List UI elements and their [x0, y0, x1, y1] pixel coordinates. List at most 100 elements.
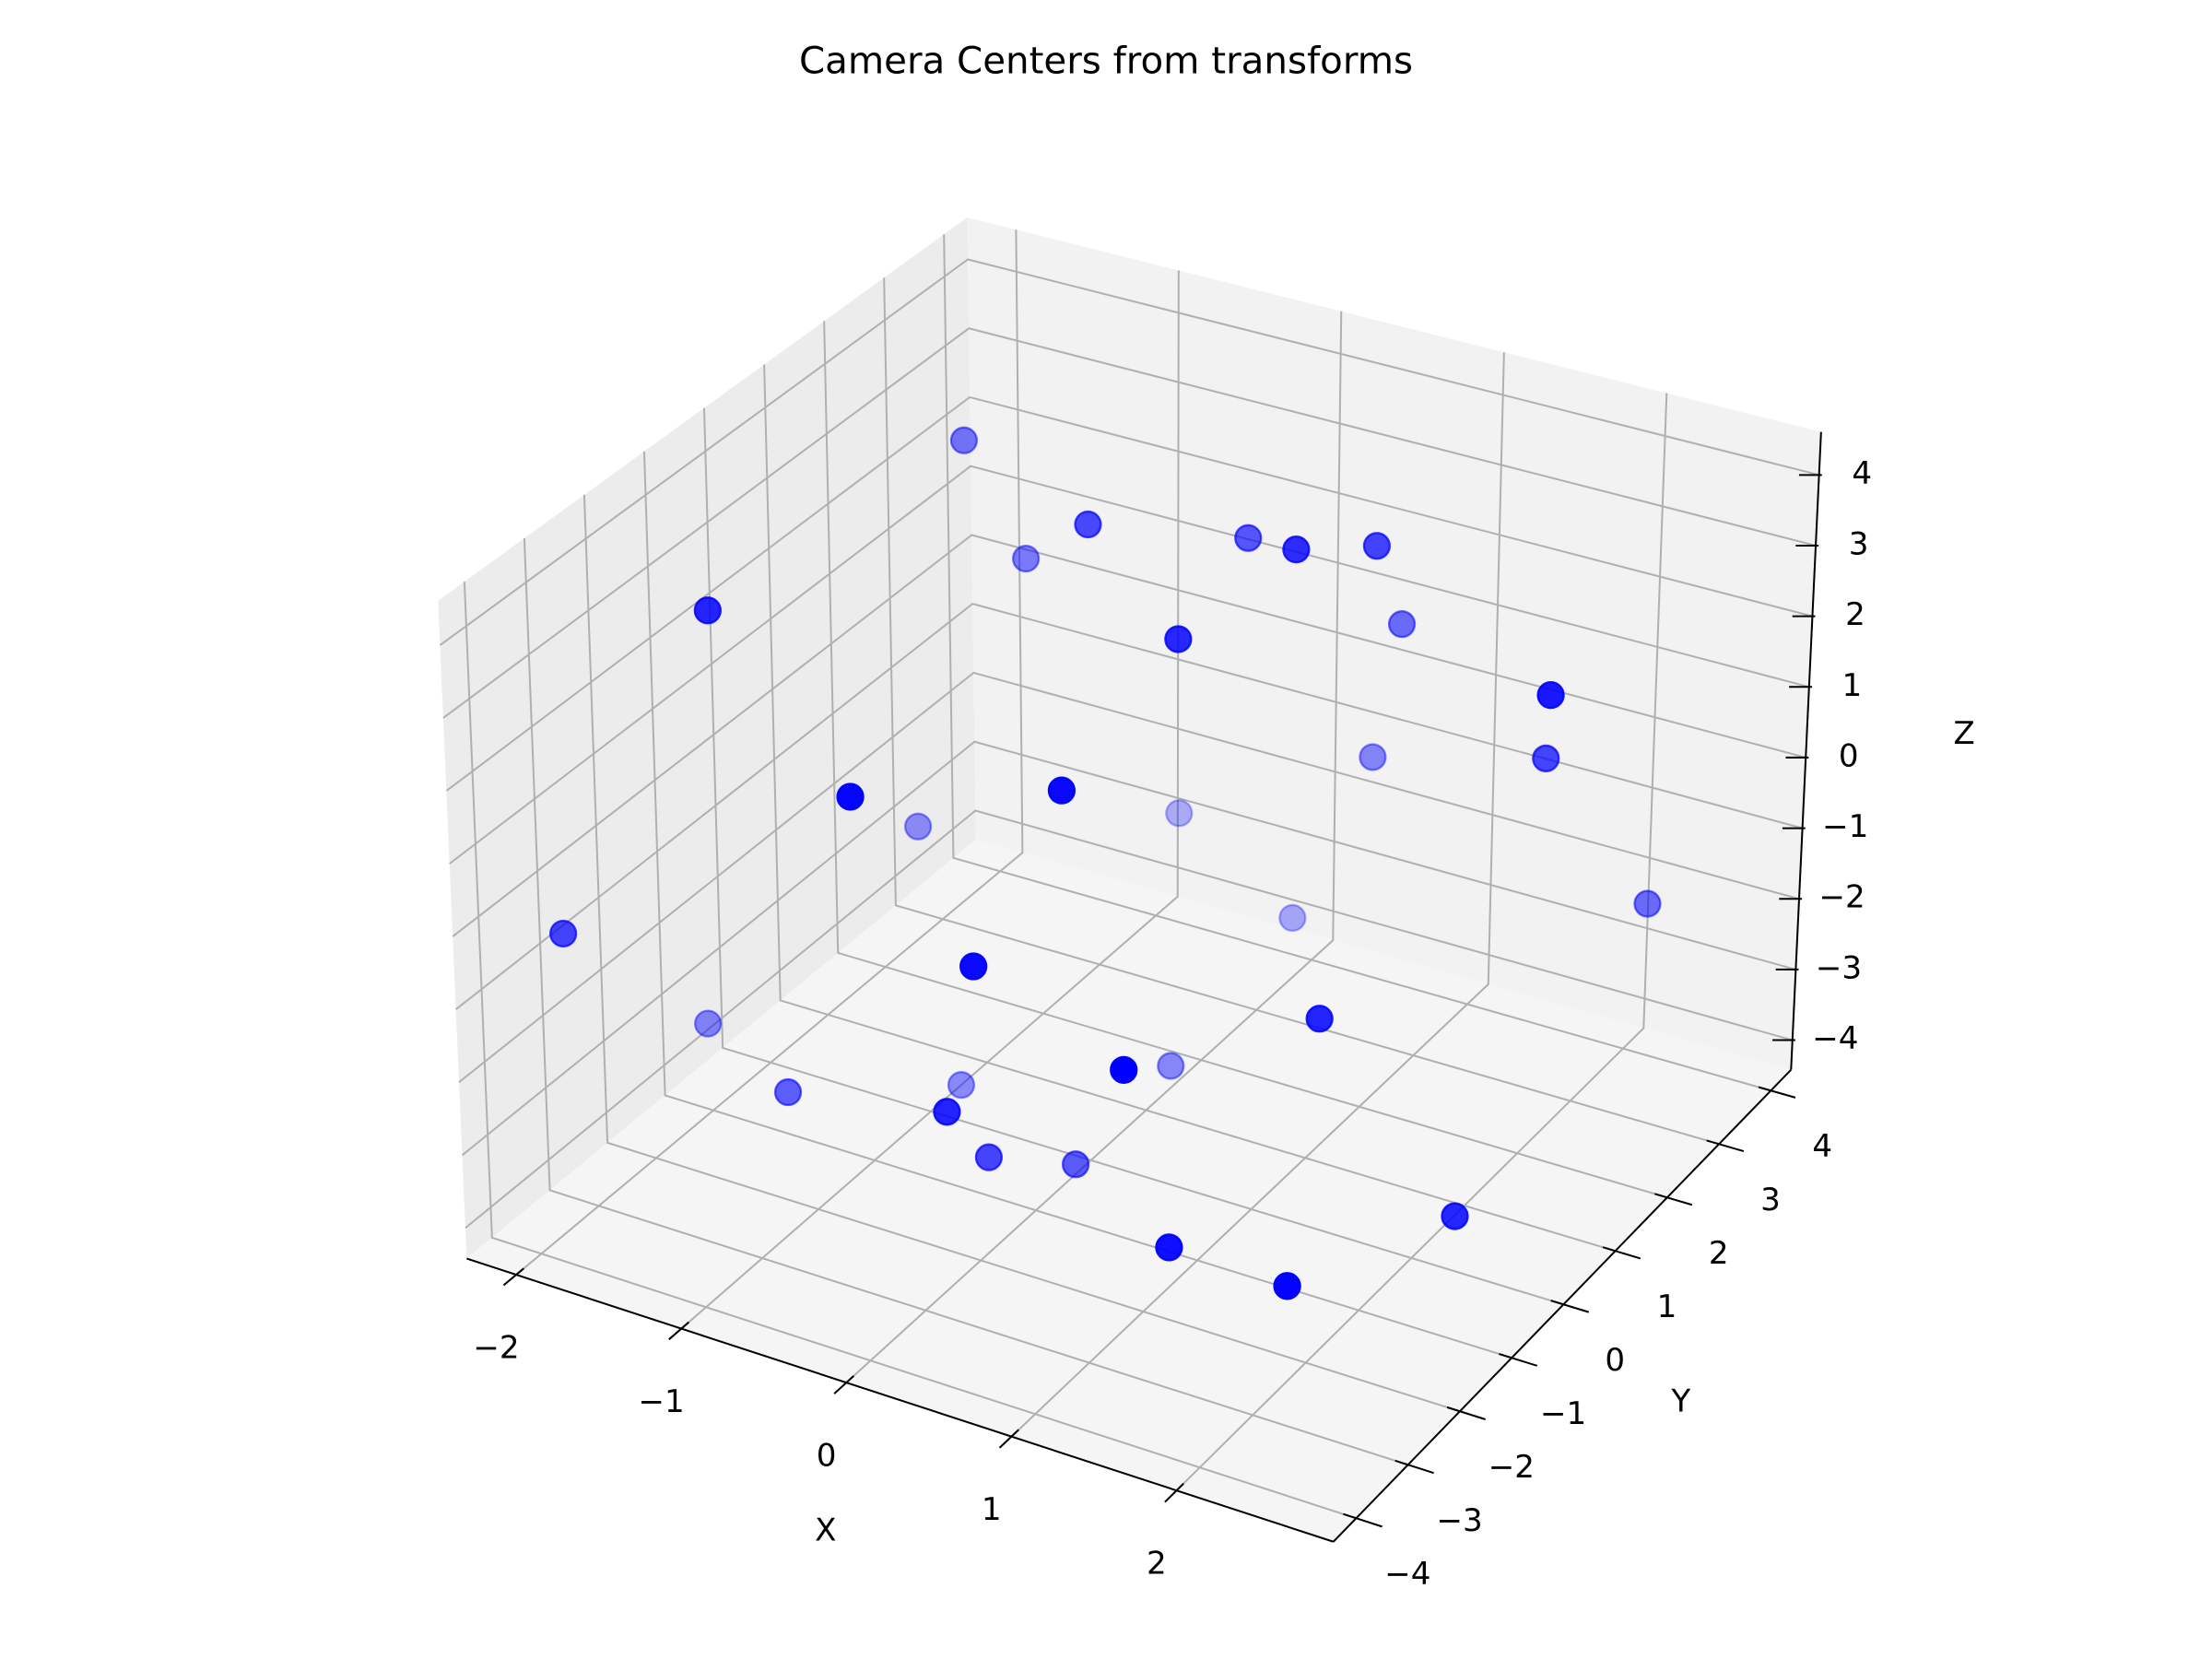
- grid-line: [445, 395, 1813, 792]
- point: [959, 952, 988, 981]
- z-tick-label: −3: [1816, 949, 1862, 986]
- y-axis: [1333, 1068, 1792, 1543]
- x-tick: [833, 1375, 854, 1394]
- point: [949, 426, 979, 454]
- point: [1155, 1233, 1183, 1262]
- x-tick-label: 2: [1147, 1545, 1167, 1582]
- grid-line: [452, 534, 1806, 937]
- point: [1362, 532, 1392, 560]
- point: [1047, 776, 1077, 805]
- y-tick-label: −4: [1384, 1556, 1430, 1593]
- point: [1305, 1005, 1334, 1033]
- y-axis-label: Y: [1670, 1383, 1690, 1420]
- grid-line: [1010, 352, 1505, 1438]
- y-tick-label: −2: [1488, 1449, 1535, 1486]
- grid-line: [1175, 393, 1668, 1491]
- point: [1157, 1052, 1185, 1080]
- grid-line: [943, 234, 1771, 1092]
- point: [1273, 1272, 1301, 1300]
- point: [1536, 681, 1565, 710]
- y-tick-label: 2: [1709, 1235, 1729, 1272]
- point: [1074, 510, 1102, 539]
- y-tick-label: 0: [1605, 1342, 1625, 1379]
- z-tick-label: 2: [1845, 596, 1865, 633]
- point: [693, 596, 722, 625]
- point: [1441, 1202, 1469, 1230]
- z-tick-label: −1: [1822, 808, 1868, 845]
- grid-line: [439, 258, 1819, 646]
- grid-line: [454, 603, 1803, 1011]
- point: [773, 1077, 803, 1107]
- point: [933, 1098, 961, 1126]
- z-tick-label: −2: [1818, 879, 1865, 916]
- point: [947, 1071, 976, 1100]
- point: [1282, 535, 1311, 564]
- y-tick-label: 1: [1657, 1288, 1677, 1325]
- y-tick: [1394, 1459, 1434, 1475]
- x-axis-label: X: [815, 1512, 836, 1548]
- y-tick: [1446, 1406, 1486, 1420]
- x-tick: [1164, 1482, 1184, 1503]
- point: [836, 782, 865, 811]
- z-tick-label: 1: [1842, 667, 1863, 704]
- x-tick-label: −2: [473, 1329, 519, 1366]
- y-tick: [1550, 1300, 1590, 1313]
- point: [1234, 524, 1263, 552]
- point: [1387, 610, 1417, 639]
- point: [1061, 1150, 1090, 1179]
- grid-line: [845, 311, 1343, 1383]
- y-tick-label: 3: [1760, 1182, 1781, 1218]
- z-tick-label: 3: [1849, 526, 1869, 563]
- x-tick-label: 0: [817, 1437, 837, 1474]
- point: [1359, 743, 1387, 771]
- y-tick: [1602, 1246, 1641, 1260]
- grid-line: [442, 327, 1817, 719]
- x-tick: [502, 1267, 524, 1287]
- point: [903, 812, 933, 841]
- z-tick-label: 4: [1852, 455, 1872, 492]
- grid-line: [461, 740, 1796, 1157]
- chart-title: Camera Centers from transforms: [799, 39, 1413, 82]
- z-tick-label: −4: [1812, 1020, 1858, 1057]
- point: [694, 1009, 723, 1038]
- y-tick: [1343, 1512, 1382, 1528]
- point: [974, 1143, 1004, 1171]
- point: [548, 919, 578, 948]
- grid-line: [465, 809, 1794, 1230]
- pane-back: [967, 217, 1821, 1070]
- point: [1278, 903, 1307, 933]
- point: [1011, 544, 1041, 573]
- y-tick: [1654, 1193, 1693, 1206]
- grid-line: [515, 229, 1024, 1276]
- y-tick: [1758, 1086, 1796, 1099]
- point: [1532, 744, 1560, 773]
- pane-left: [438, 217, 976, 1259]
- y-tick-label: 4: [1812, 1128, 1832, 1165]
- x-axis: [466, 1257, 1335, 1543]
- y-tick-label: −1: [1540, 1395, 1586, 1432]
- grid-line: [449, 465, 1810, 865]
- grid-line: [523, 537, 1409, 1466]
- x-tick: [668, 1321, 689, 1341]
- point: [1633, 889, 1662, 918]
- point: [1165, 799, 1194, 828]
- grid-line: [823, 321, 1668, 1199]
- grid-line: [458, 671, 1800, 1083]
- point: [1110, 1055, 1138, 1084]
- x-tick-label: 1: [982, 1491, 1002, 1528]
- z-axis-label: Z: [1953, 715, 1974, 752]
- grid-line: [642, 451, 1512, 1359]
- y-tick: [1499, 1353, 1538, 1367]
- x-tick-label: −1: [638, 1383, 684, 1420]
- grid-line: [582, 494, 1461, 1413]
- grid-line: [680, 270, 1180, 1330]
- z-tick-label: 0: [1839, 737, 1859, 774]
- grid-line: [763, 364, 1616, 1253]
- grid-line: [463, 581, 1357, 1520]
- point: [1164, 625, 1193, 653]
- x-tick: [998, 1429, 1019, 1449]
- grid-line: [883, 277, 1720, 1146]
- z-axis: [1790, 431, 1822, 1070]
